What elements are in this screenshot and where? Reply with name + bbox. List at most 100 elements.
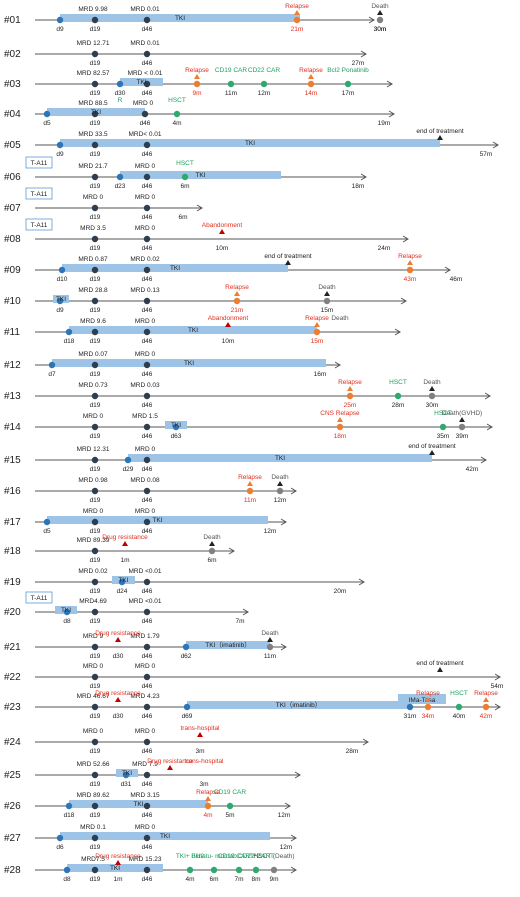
dot-label: 21m — [291, 26, 304, 33]
dot-label: d19 — [90, 151, 101, 158]
event-arrow-icon — [267, 637, 273, 642]
patient-id: #04 — [4, 109, 21, 120]
timeline-dot — [91, 673, 99, 681]
tki-bar-label: TKI — [160, 833, 170, 840]
dot-label: 7m — [234, 876, 243, 883]
event-arrow-icon — [197, 732, 203, 737]
event-arrow-icon — [324, 291, 330, 296]
timeline-arrowhead — [386, 80, 393, 88]
event-label: HSCT (Death) — [253, 853, 294, 860]
event-label: CD22 CAR — [248, 67, 280, 74]
dot-label: 15m — [311, 338, 324, 345]
dot-label: d46 — [142, 781, 153, 788]
patient-row — [35, 673, 501, 681]
protocol-box — [25, 591, 53, 604]
timeline-dot — [143, 834, 151, 842]
mrd-label: MRD4.69 — [79, 598, 107, 605]
tki-bar — [187, 701, 410, 709]
tki-bar — [47, 516, 268, 524]
dot-label: d19 — [90, 812, 101, 819]
event-label: Death — [203, 534, 221, 541]
timeline-dot — [116, 80, 124, 88]
dot-label: d30 — [115, 90, 126, 97]
timeline-dot — [394, 392, 402, 400]
event-label: Drug resistance — [95, 690, 141, 697]
mrd-label: MRD 0.08 — [130, 477, 160, 484]
dot-label: d46 — [142, 183, 153, 190]
timeline-dot — [63, 866, 71, 874]
mrd-label: MRD 0 — [83, 194, 104, 201]
tki-bar-label: TKI — [195, 172, 205, 179]
dot-label: d19 — [90, 90, 101, 97]
patient-id: #08 — [4, 234, 21, 245]
timeline-dot — [143, 578, 151, 586]
dot-label: d46 — [142, 371, 153, 378]
timeline-end-label: 7m — [235, 618, 244, 625]
timeline-end-label: 6m — [178, 214, 187, 221]
event-label: Relapse — [474, 690, 498, 697]
timeline-dot — [143, 423, 151, 431]
event-arrow-icon — [277, 481, 283, 486]
timeline-dot — [233, 297, 241, 305]
timeline-dot — [143, 16, 151, 24]
dot-label: d29 — [123, 466, 134, 473]
dot-label: 31m — [404, 713, 417, 720]
mrd-label: MRD 3.5 — [80, 225, 106, 232]
dot-label: d19 — [90, 713, 101, 720]
patient-row — [35, 547, 235, 555]
dot-label: d46 — [142, 90, 153, 97]
mrd-label: MRD 0.87 — [78, 256, 108, 263]
dot-label: d46 — [142, 653, 153, 660]
dot-label: 6m — [209, 876, 218, 883]
patient-row — [35, 108, 395, 118]
dot-label: d19 — [90, 214, 101, 221]
dot-label: 4m — [172, 120, 181, 127]
timeline-dot — [424, 703, 432, 711]
patient-id: #03 — [4, 79, 21, 90]
dot-label: d8 — [63, 876, 71, 883]
mrd-label: MRD 9 — [83, 633, 104, 640]
timeline-dot — [143, 608, 151, 616]
mrd-label: MRD 0.01 — [130, 6, 160, 13]
dot-label: d46 — [142, 713, 153, 720]
timeline-dot — [56, 834, 64, 842]
event-label: Relapse — [185, 67, 209, 74]
timeline-dot — [270, 866, 278, 874]
patient-row — [35, 832, 297, 842]
event-label: Death — [318, 284, 336, 291]
timeline-dot — [91, 266, 99, 274]
timeline-dot — [204, 802, 212, 810]
event-label: CD19 CAR — [214, 789, 246, 796]
event-label: end of treatment — [408, 443, 456, 450]
timeline-dot — [276, 487, 284, 495]
mrd-label: MRD 12.31 — [77, 446, 110, 453]
event-label: trans-hospital — [184, 758, 224, 765]
timeline-dot — [91, 703, 99, 711]
dot-label: d9 — [56, 26, 64, 33]
patient-row — [35, 264, 451, 274]
dot-label: d46 — [142, 433, 153, 440]
dot-label: 35m — [437, 433, 450, 440]
timeline-dot — [91, 16, 99, 24]
timeline-end-label: 57m — [480, 151, 493, 158]
event-arrow-icon — [429, 386, 435, 391]
dot-label: d10 — [57, 276, 68, 283]
tki-bar-label: TKI — [275, 455, 285, 462]
timeline-dot — [143, 173, 151, 181]
timeline-dot — [313, 328, 321, 336]
timeline-arrowhead — [290, 866, 297, 874]
timeline-dot — [143, 141, 151, 149]
dot-label: d19 — [90, 683, 101, 690]
timeline-dot — [91, 392, 99, 400]
dot-label: d5 — [43, 528, 51, 535]
timeline-dot — [143, 802, 151, 810]
patient-id: #25 — [4, 770, 21, 781]
timeline-dot — [208, 547, 216, 555]
mrd-label: MRD < 0.01 — [128, 70, 163, 77]
timeline-dot — [336, 423, 344, 431]
timeline-dot — [91, 643, 99, 651]
event-label: Death — [423, 379, 441, 386]
event-arrow-icon — [437, 135, 443, 140]
timeline-arrowhead — [388, 110, 395, 118]
